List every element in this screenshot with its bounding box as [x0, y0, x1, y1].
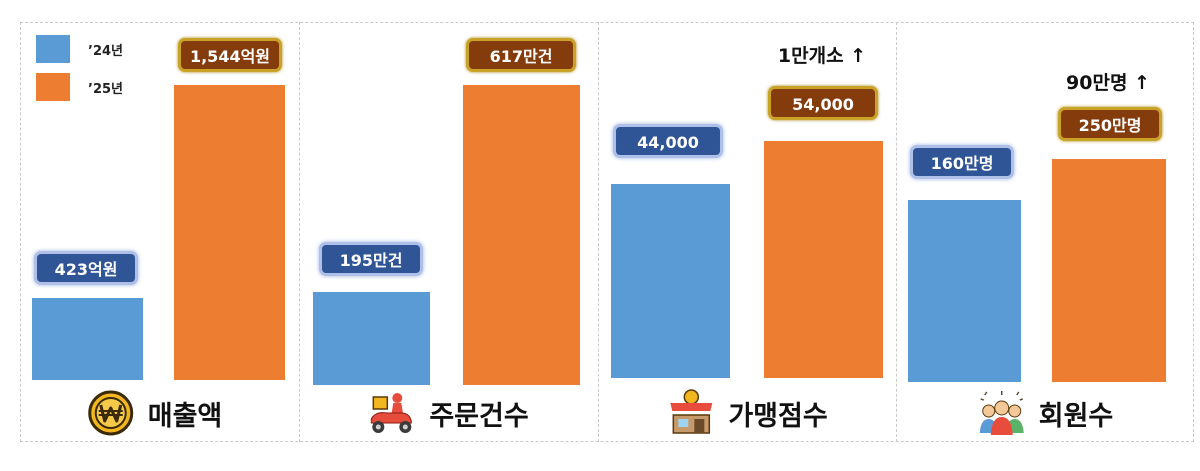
- bar-2024: [908, 200, 1021, 382]
- panel-divider: [896, 22, 897, 442]
- panel-title-orders: 주문건수: [367, 388, 529, 438]
- data-label-2025: 250만명: [1058, 107, 1162, 141]
- legend-swatch-2024: [36, 35, 70, 63]
- data-label-2025: 1,544억원: [178, 38, 282, 72]
- store-icon: [670, 389, 713, 434]
- panel-title-text: 주문건수: [429, 400, 529, 432]
- data-label-2025: 617만건: [466, 38, 576, 72]
- panel-title-text: 매출액: [147, 400, 223, 432]
- data-label-2024: 160만명: [910, 145, 1014, 179]
- increase-annotation: 1만개소 ↑: [777, 45, 867, 67]
- legend: ’24년 ’25년: [36, 35, 123, 111]
- panel-divider: [598, 22, 599, 442]
- bar-2025: [1052, 159, 1166, 382]
- chart-frame: [20, 22, 1194, 442]
- members-icon: [979, 391, 1024, 435]
- increase-annotation: 90만명 ↑: [1066, 72, 1150, 94]
- won-coin-icon: [88, 390, 134, 436]
- bar-2025: [764, 141, 883, 378]
- bar-2024: [32, 298, 143, 380]
- bar-2024: [313, 292, 430, 385]
- panel-title-text: 가맹점수: [728, 400, 828, 432]
- data-label-2024: 44,000: [613, 124, 723, 158]
- bar-2024: [611, 184, 730, 378]
- legend-item-2025: ’25년: [36, 73, 123, 101]
- panel-title-members: 회원수: [977, 388, 1114, 438]
- panel-title-stores: 가맹점수: [666, 388, 828, 438]
- legend-label-2025: ’25년: [88, 81, 123, 97]
- panel-title-text: 회원수: [1038, 400, 1114, 432]
- legend-swatch-2025: [36, 73, 70, 101]
- delivery-scooter-icon: [370, 393, 412, 433]
- legend-item-2024: ’24년: [36, 35, 123, 63]
- panel-divider: [299, 22, 300, 442]
- panel-title-revenue: 매출액: [86, 388, 223, 438]
- bar-2025: [174, 85, 285, 380]
- data-label-2024: 423억원: [34, 251, 138, 285]
- legend-label-2024: ’24년: [88, 43, 123, 59]
- bar-2025: [463, 85, 580, 385]
- data-label-2025: 54,000: [768, 86, 878, 120]
- data-label-2024: 195만건: [319, 242, 423, 276]
